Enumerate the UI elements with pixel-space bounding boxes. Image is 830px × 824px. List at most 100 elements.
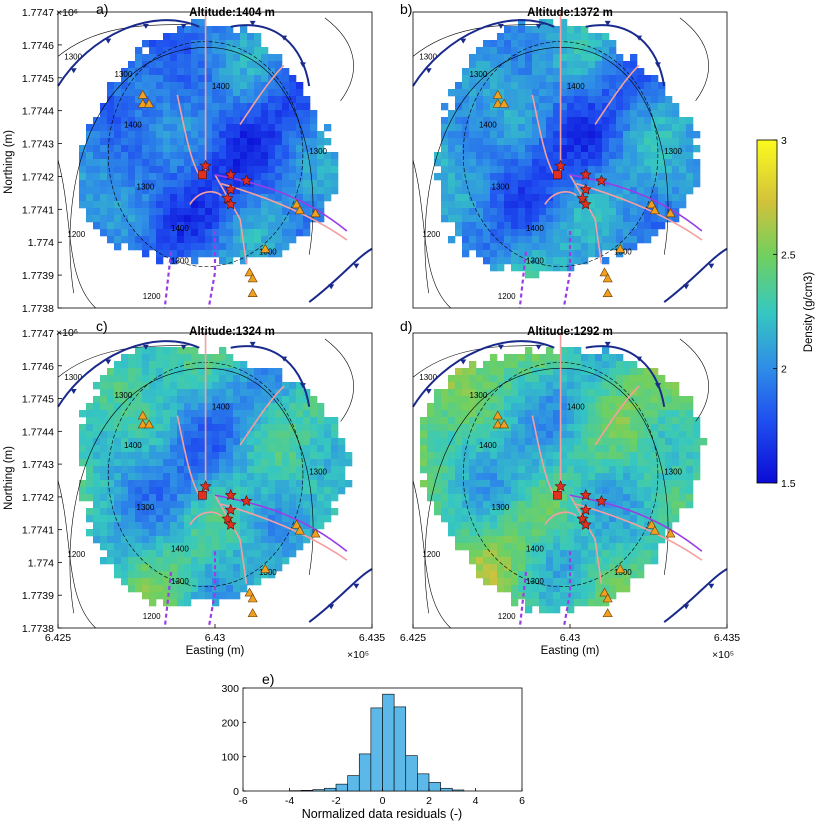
density-cell	[121, 215, 129, 223]
density-cell	[121, 354, 129, 362]
density-cell	[630, 480, 638, 488]
density-cell	[539, 131, 547, 139]
density-cell	[275, 229, 283, 237]
density-cell	[191, 417, 199, 425]
density-cell	[567, 131, 575, 139]
density-cell	[567, 529, 575, 537]
density-cell	[665, 473, 673, 481]
density-cell	[303, 459, 311, 467]
density-cell	[205, 494, 213, 502]
panel-b: 1300130014001400130013001400120013001300…	[400, 1, 728, 309]
density-cell	[553, 89, 561, 97]
density-cell	[455, 152, 463, 160]
density-cell	[268, 229, 276, 237]
density-cell	[170, 166, 178, 174]
density-cell	[170, 508, 178, 516]
density-cell	[128, 124, 136, 132]
density-cell	[644, 117, 652, 125]
fault-tooth-icon	[180, 23, 187, 29]
density-cell	[247, 473, 255, 481]
density-cell	[462, 215, 470, 223]
density-cell	[317, 515, 325, 523]
density-cell	[247, 578, 255, 586]
density-cell	[212, 103, 220, 111]
density-cell	[100, 403, 108, 411]
density-cell	[177, 452, 185, 460]
density-cell	[665, 459, 673, 467]
density-cell	[483, 131, 491, 139]
density-cell	[420, 431, 428, 439]
density-cell	[560, 124, 568, 132]
density-cell	[574, 431, 582, 439]
fissure-west	[176, 94, 200, 176]
density-cell	[483, 571, 491, 579]
density-cell	[149, 173, 157, 181]
density-cell	[310, 410, 318, 418]
density-cell	[247, 515, 255, 523]
density-cell	[518, 529, 526, 537]
density-cell	[623, 201, 631, 209]
density-cell	[539, 424, 547, 432]
density-cell	[560, 159, 568, 167]
density-cell	[581, 180, 589, 188]
density-cell	[198, 508, 206, 516]
density-cell	[504, 138, 512, 146]
density-cell	[226, 501, 234, 509]
density-cell	[114, 243, 122, 251]
density-cell	[135, 347, 143, 355]
contour-1200	[412, 480, 451, 629]
density-cell	[644, 75, 652, 83]
density-cell	[588, 480, 596, 488]
density-cell	[630, 82, 638, 90]
density-cell	[114, 396, 122, 404]
density-cell	[93, 159, 101, 167]
density-cell	[483, 82, 491, 90]
density-cell	[177, 117, 185, 125]
density-cell	[588, 110, 596, 118]
density-cell	[233, 417, 241, 425]
density-cell	[497, 501, 505, 509]
density-cell	[219, 473, 227, 481]
density-cell	[623, 522, 631, 530]
density-cell	[163, 222, 171, 230]
density-cell	[198, 466, 206, 474]
density-cell	[490, 410, 498, 418]
density-cell	[637, 201, 645, 209]
density-cell	[637, 571, 645, 579]
density-cell	[191, 89, 199, 97]
density-cell	[511, 152, 519, 160]
density-cell	[282, 187, 290, 195]
density-cell	[226, 564, 234, 572]
density-cell	[247, 54, 255, 62]
density-cell	[504, 417, 512, 425]
density-cell	[331, 152, 339, 160]
density-cell	[469, 96, 477, 104]
density-cell	[588, 473, 596, 481]
density-cell	[184, 89, 192, 97]
density-cell	[420, 452, 428, 460]
density-cell	[455, 166, 463, 174]
density-cell	[588, 403, 596, 411]
histogram-bar	[324, 787, 337, 792]
density-cell	[497, 264, 505, 272]
density-cell	[588, 54, 596, 62]
density-cell	[100, 543, 108, 551]
density-cell	[93, 445, 101, 453]
histogram-bar	[347, 775, 360, 792]
density-cell	[616, 396, 624, 404]
density-cell	[100, 417, 108, 425]
density-cell	[289, 96, 297, 104]
density-cell	[289, 166, 297, 174]
contour-label: 1300	[419, 52, 437, 61]
density-cell	[233, 243, 241, 251]
density-cell	[240, 89, 248, 97]
density-cell	[637, 445, 645, 453]
density-cell	[261, 501, 269, 509]
density-cell	[86, 410, 94, 418]
fault-tooth-icon	[180, 344, 187, 350]
density-cell	[170, 361, 178, 369]
density-cell	[128, 215, 136, 223]
density-cell	[184, 592, 192, 600]
density-cell	[441, 215, 449, 223]
density-cell	[504, 222, 512, 230]
